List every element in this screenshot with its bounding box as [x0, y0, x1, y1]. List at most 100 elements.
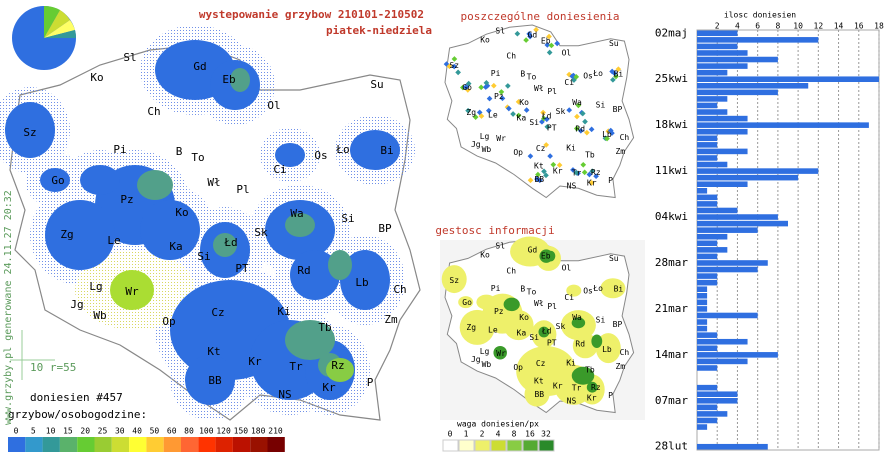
bar	[697, 30, 738, 37]
city-label: PT	[547, 339, 557, 348]
area	[275, 143, 305, 167]
city-label: Ko	[90, 71, 103, 84]
city-label: Ci	[273, 163, 286, 176]
bar	[697, 345, 718, 352]
city-label: Ch	[393, 283, 406, 296]
legend-swatch	[267, 437, 285, 452]
city-label: Rd	[575, 339, 585, 348]
bar	[697, 325, 708, 332]
city-label: Wb	[93, 309, 106, 322]
legend-swatch	[163, 437, 181, 452]
legend-label: 180	[251, 427, 266, 436]
report-dot	[578, 127, 584, 134]
density	[458, 296, 474, 309]
x-tick-label: 14	[834, 22, 844, 31]
legend-label: 150	[234, 427, 249, 436]
bar	[697, 109, 728, 115]
legend-label: 25	[98, 427, 108, 436]
legend-swatch	[59, 437, 78, 452]
city-label: Su	[609, 39, 619, 48]
report-dot	[485, 107, 492, 114]
report-dot	[544, 42, 551, 48]
legend-swatch	[215, 437, 233, 452]
legend-swatch	[198, 437, 216, 452]
density-legend-label: 32	[541, 430, 551, 439]
report-dot	[472, 114, 479, 120]
legend-label: 0	[14, 427, 19, 436]
city-label: B	[176, 145, 183, 158]
x-tick-label: 6	[755, 22, 760, 31]
bar	[697, 155, 718, 161]
legend-swatch	[232, 437, 251, 452]
city-label: Wa	[572, 98, 582, 107]
report-dot	[541, 168, 547, 175]
bar	[697, 207, 738, 214]
city-label: Sz	[449, 61, 459, 70]
density-legend-label: 0	[448, 430, 453, 439]
city-label: Zg	[466, 323, 476, 332]
report-dot	[506, 105, 512, 112]
bar	[697, 161, 728, 168]
x-tick-label: 8	[775, 22, 780, 31]
bar	[697, 365, 718, 371]
city-label: Ka	[517, 328, 527, 337]
density-swatch	[522, 439, 539, 452]
bar	[697, 253, 718, 260]
legend-swatch	[77, 437, 95, 452]
legend-title: grzybow/osobogodzine:	[8, 408, 147, 421]
bar	[697, 214, 778, 220]
legend-swatch	[8, 437, 26, 452]
legend-label: 20	[80, 427, 90, 436]
city-label: Pi	[113, 143, 126, 156]
x-tick-label: 4	[735, 22, 740, 31]
y-tick-label: 14mar	[655, 348, 688, 361]
city-label: Ki	[277, 305, 290, 318]
bar	[697, 128, 748, 135]
city-label: Rz	[591, 168, 601, 177]
report-dot	[515, 112, 522, 119]
report-dot	[546, 33, 552, 40]
city-label: BB	[208, 374, 222, 387]
bar	[697, 168, 819, 174]
city-label: Ch	[506, 266, 516, 275]
report-dot	[478, 113, 485, 119]
city-label: Tr	[572, 169, 582, 178]
legend-label: 50	[150, 427, 160, 436]
report-dot	[514, 30, 521, 37]
y-tick-label: 11kwi	[655, 164, 688, 177]
report-dot	[543, 116, 550, 123]
area	[326, 358, 354, 382]
reports-title: poszczególne doniesienia	[461, 10, 620, 23]
report-dot	[586, 171, 593, 178]
density	[571, 366, 595, 385]
area	[285, 320, 335, 360]
report-dot	[588, 179, 595, 186]
area	[328, 250, 352, 280]
city-label: BB	[534, 175, 544, 184]
y-tick-label: 18kwi	[655, 118, 688, 131]
report-dot	[579, 110, 586, 117]
city-label: Ol	[562, 264, 572, 273]
city-label: Ko	[519, 313, 529, 322]
legend-swatch	[25, 437, 43, 452]
city-label: Tr	[289, 360, 303, 373]
city-label: Kr	[322, 381, 336, 394]
city-label: Kt	[207, 345, 220, 358]
city-label: Lb	[602, 130, 612, 139]
x-tick-label: 16	[854, 22, 864, 31]
city-label: NS	[567, 182, 577, 191]
legend-swatch	[129, 437, 147, 452]
bar	[697, 194, 718, 201]
report-dot	[574, 113, 580, 120]
city-label: Ko	[480, 251, 490, 260]
density	[493, 345, 507, 360]
city-label: To	[527, 287, 537, 296]
legend-swatch	[181, 437, 199, 452]
area	[40, 168, 70, 192]
city-label: Zm	[384, 313, 398, 326]
density-title: gestosc informacji	[435, 224, 554, 237]
city-label: Go	[462, 298, 472, 307]
legend-label: 120	[216, 427, 231, 436]
city-label: Tr	[572, 384, 582, 393]
